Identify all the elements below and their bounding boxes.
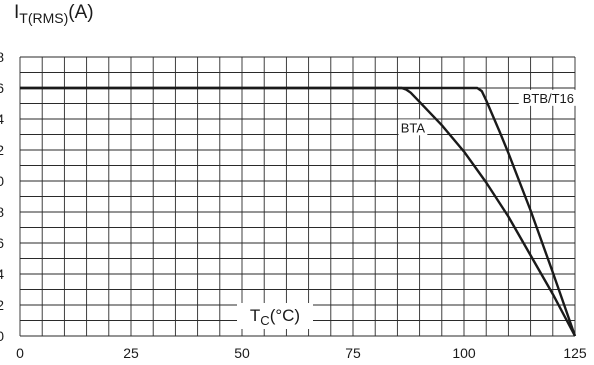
x-tick-labels: 0 25 50 75 100 125 [16,345,587,361]
y-tick-label: 6 [0,80,4,96]
y-axis-label: IT(RMS)(A) [14,2,94,26]
y-tick-label: 2 [0,142,4,158]
series-line-btb-t16 [20,86,577,337]
series-label: BTB/T16 [523,91,574,106]
grid [19,56,576,337]
y-tick-label: 0 [0,173,4,189]
y-tick-label: 8 [0,204,4,220]
y-tick-label: 6 [0,235,4,251]
series-label-background [398,119,428,136]
series-label: BTA [401,120,426,135]
x-tick-label: 0 [16,345,24,361]
x-axis-label: TC(°C) [237,303,313,329]
x-tick-label: 75 [345,345,361,361]
y-tick-label: 4 [0,111,4,127]
x-tick-label: 100 [452,345,476,361]
x-tick-label: 25 [123,345,139,361]
series-labels: BTA BTB/T16 [398,89,578,136]
y-tick-label: 4 [0,266,4,282]
series-lines [20,86,577,337]
x-tick-label: 125 [563,345,587,361]
y-tick-label: 8 [0,49,4,65]
x-tick-label: 50 [234,345,250,361]
y-tick-labels: 0 2 4 6 8 0 2 4 6 8 [0,49,4,344]
series-line-bta [20,86,577,337]
y-tick-label: 0 [0,328,4,344]
series-label-background [518,89,578,106]
y-tick-label: 2 [0,297,4,313]
